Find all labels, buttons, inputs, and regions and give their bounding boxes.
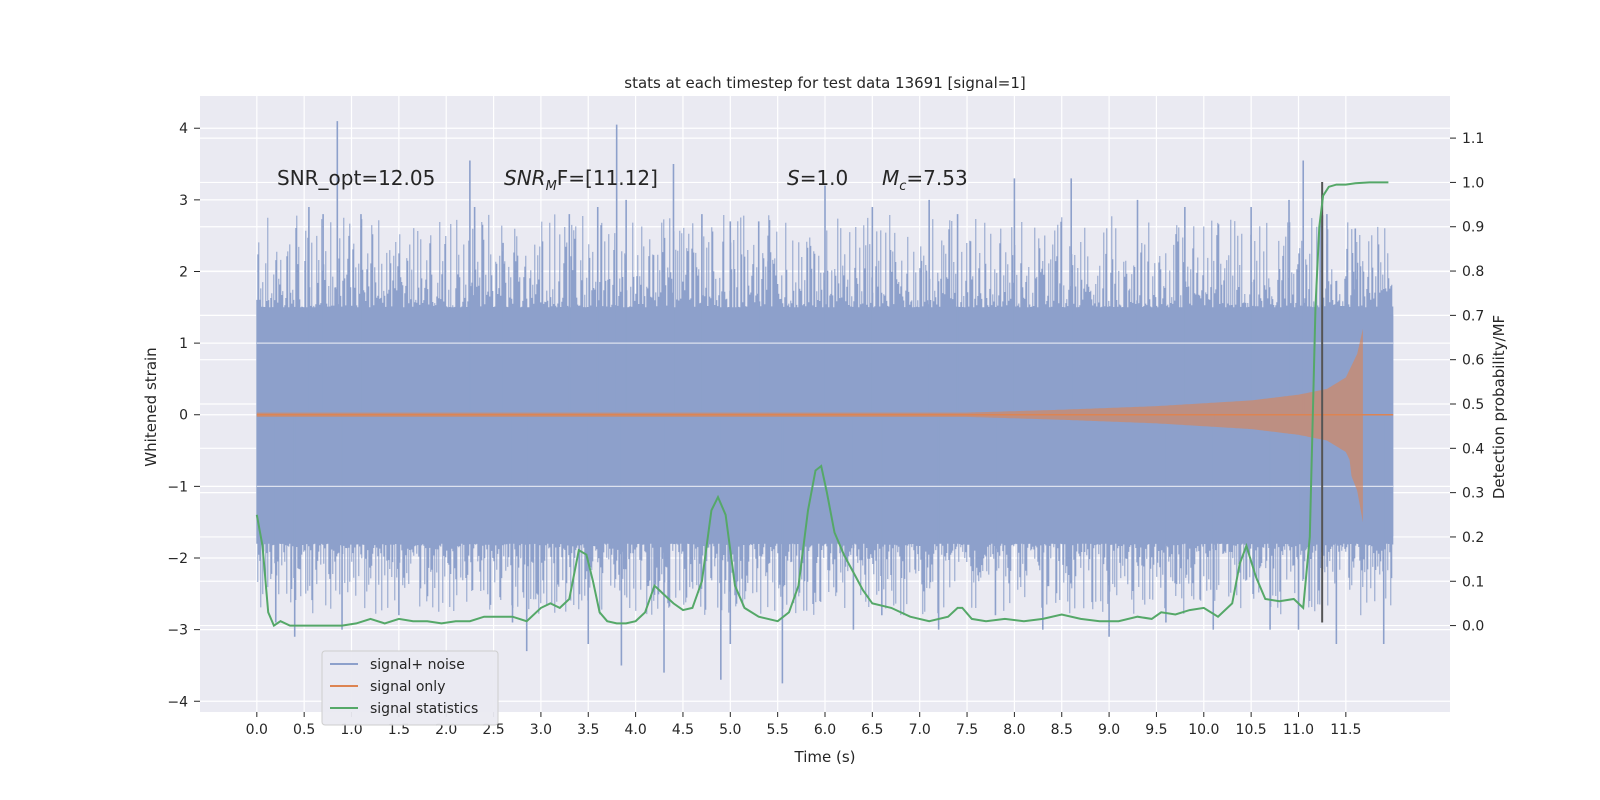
legend-box [321,650,499,726]
annotation-snr-mf: SNRMF=[11.12] [504,166,658,194]
annotation-s: S=1.0 [787,166,848,190]
y2-tick-label: 0.2 [1462,530,1484,546]
x-tick-label: 11.5 [1330,722,1361,738]
y2-tick-label: 0.6 [1462,353,1484,369]
legend-label-signal: signal only [370,679,445,695]
legend: signal+ noise signal only signal statist… [321,650,499,726]
y-axis-label: Whitened strain [142,347,160,466]
y-tick-label: 0 [179,408,188,424]
s-symbol: S [787,166,800,190]
x-tick-label: 8.5 [1051,722,1073,738]
y-tick-label: 2 [179,264,188,280]
x-tick-label: 7.0 [909,722,931,738]
snr-mf-symbol: SNR [504,166,546,190]
x-tick-label: 7.5 [956,722,978,738]
x-tick-label: 9.5 [1145,722,1167,738]
x-tick-label: 0.0 [246,722,268,738]
y2-tick-label: 0.4 [1462,441,1484,457]
x-tick-label: 2.5 [482,722,504,738]
mc-symbol: M [882,166,899,190]
y-tick-label: −2 [167,551,188,567]
y2-tick-label: 0.5 [1462,397,1484,413]
signal-only-series [256,328,1394,523]
mc-value: =7.53 [906,166,967,190]
x-tick-label: 5.5 [767,722,789,738]
x-axis-label: Time (s) [794,748,856,766]
legend-label-stats: signal statistics [370,701,478,717]
x-tick-label: 5.0 [719,722,741,738]
x-tick-label: 8.0 [1003,722,1025,738]
x-tick-label: 1.5 [388,722,410,738]
x-tick-label: 10.5 [1236,722,1267,738]
x-tick-label: 4.0 [624,722,646,738]
x-tick-label: 2.0 [435,722,457,738]
y-tick-label: −1 [167,479,188,495]
x-tick-label: 10.0 [1188,722,1219,738]
x-tick-label: 6.5 [861,722,883,738]
y2-axis-label: Detection probability/MF [1490,315,1508,499]
x-tick-label: 0.5 [293,722,315,738]
annotation-mc: Mc=7.53 [882,166,968,194]
x-tick-label: 3.5 [577,722,599,738]
y-tick-label: 1 [179,336,188,352]
y-tick-label: −4 [167,694,188,710]
y-tick-label: −3 [167,623,188,639]
y2-tick-label: 0.3 [1462,486,1484,502]
y-axis-ticks: −4 −3 −2 −1 0 1 2 3 4 [167,121,200,710]
x-tick-label: 6.0 [814,722,836,738]
x-axis-ticks: 0.0 0.5 1.0 1.5 2.0 2.5 3.0 3.5 4.0 4.5 5.0 5.5 6.0 6… [246,712,1361,738]
chart-title: stats at each timestep for test data 136… [624,74,1025,92]
y-tick-label: 3 [179,193,188,209]
x-tick-label: 3.0 [530,722,552,738]
x-tick-label: 11.0 [1283,722,1314,738]
legend-label-noise: signal+ noise [370,657,465,673]
annotation-snr-opt: SNR_opt=12.05 [277,166,435,190]
snr-mf-value: F=[11.12] [557,166,658,190]
y2-tick-label: 1.0 [1462,175,1484,191]
y2-tick-label: 0.9 [1462,220,1484,236]
y2-axis-ticks: 0.0 0.1 0.2 0.3 0.4 0.5 0.6 0.7 0.8 0.9 1.0 1.1 [1450,131,1484,635]
y2-tick-label: 1.1 [1462,131,1484,147]
s-value: =1.0 [800,166,849,190]
y2-tick-label: 0.7 [1462,308,1484,324]
x-tick-label: 4.5 [672,722,694,738]
y2-tick-label: 0.8 [1462,264,1484,280]
y2-tick-label: 0.0 [1462,619,1484,635]
signal-statistics-series [255,181,1389,628]
snr-mf-subscript: M [546,179,557,194]
x-tick-label: 1.0 [340,722,362,738]
stats-line [255,181,1389,628]
y-tick-label: 4 [179,121,188,137]
y2-tick-label: 0.1 [1462,574,1484,590]
x-tick-label: 9.0 [1098,722,1120,738]
mc-subscript: c [899,179,906,194]
